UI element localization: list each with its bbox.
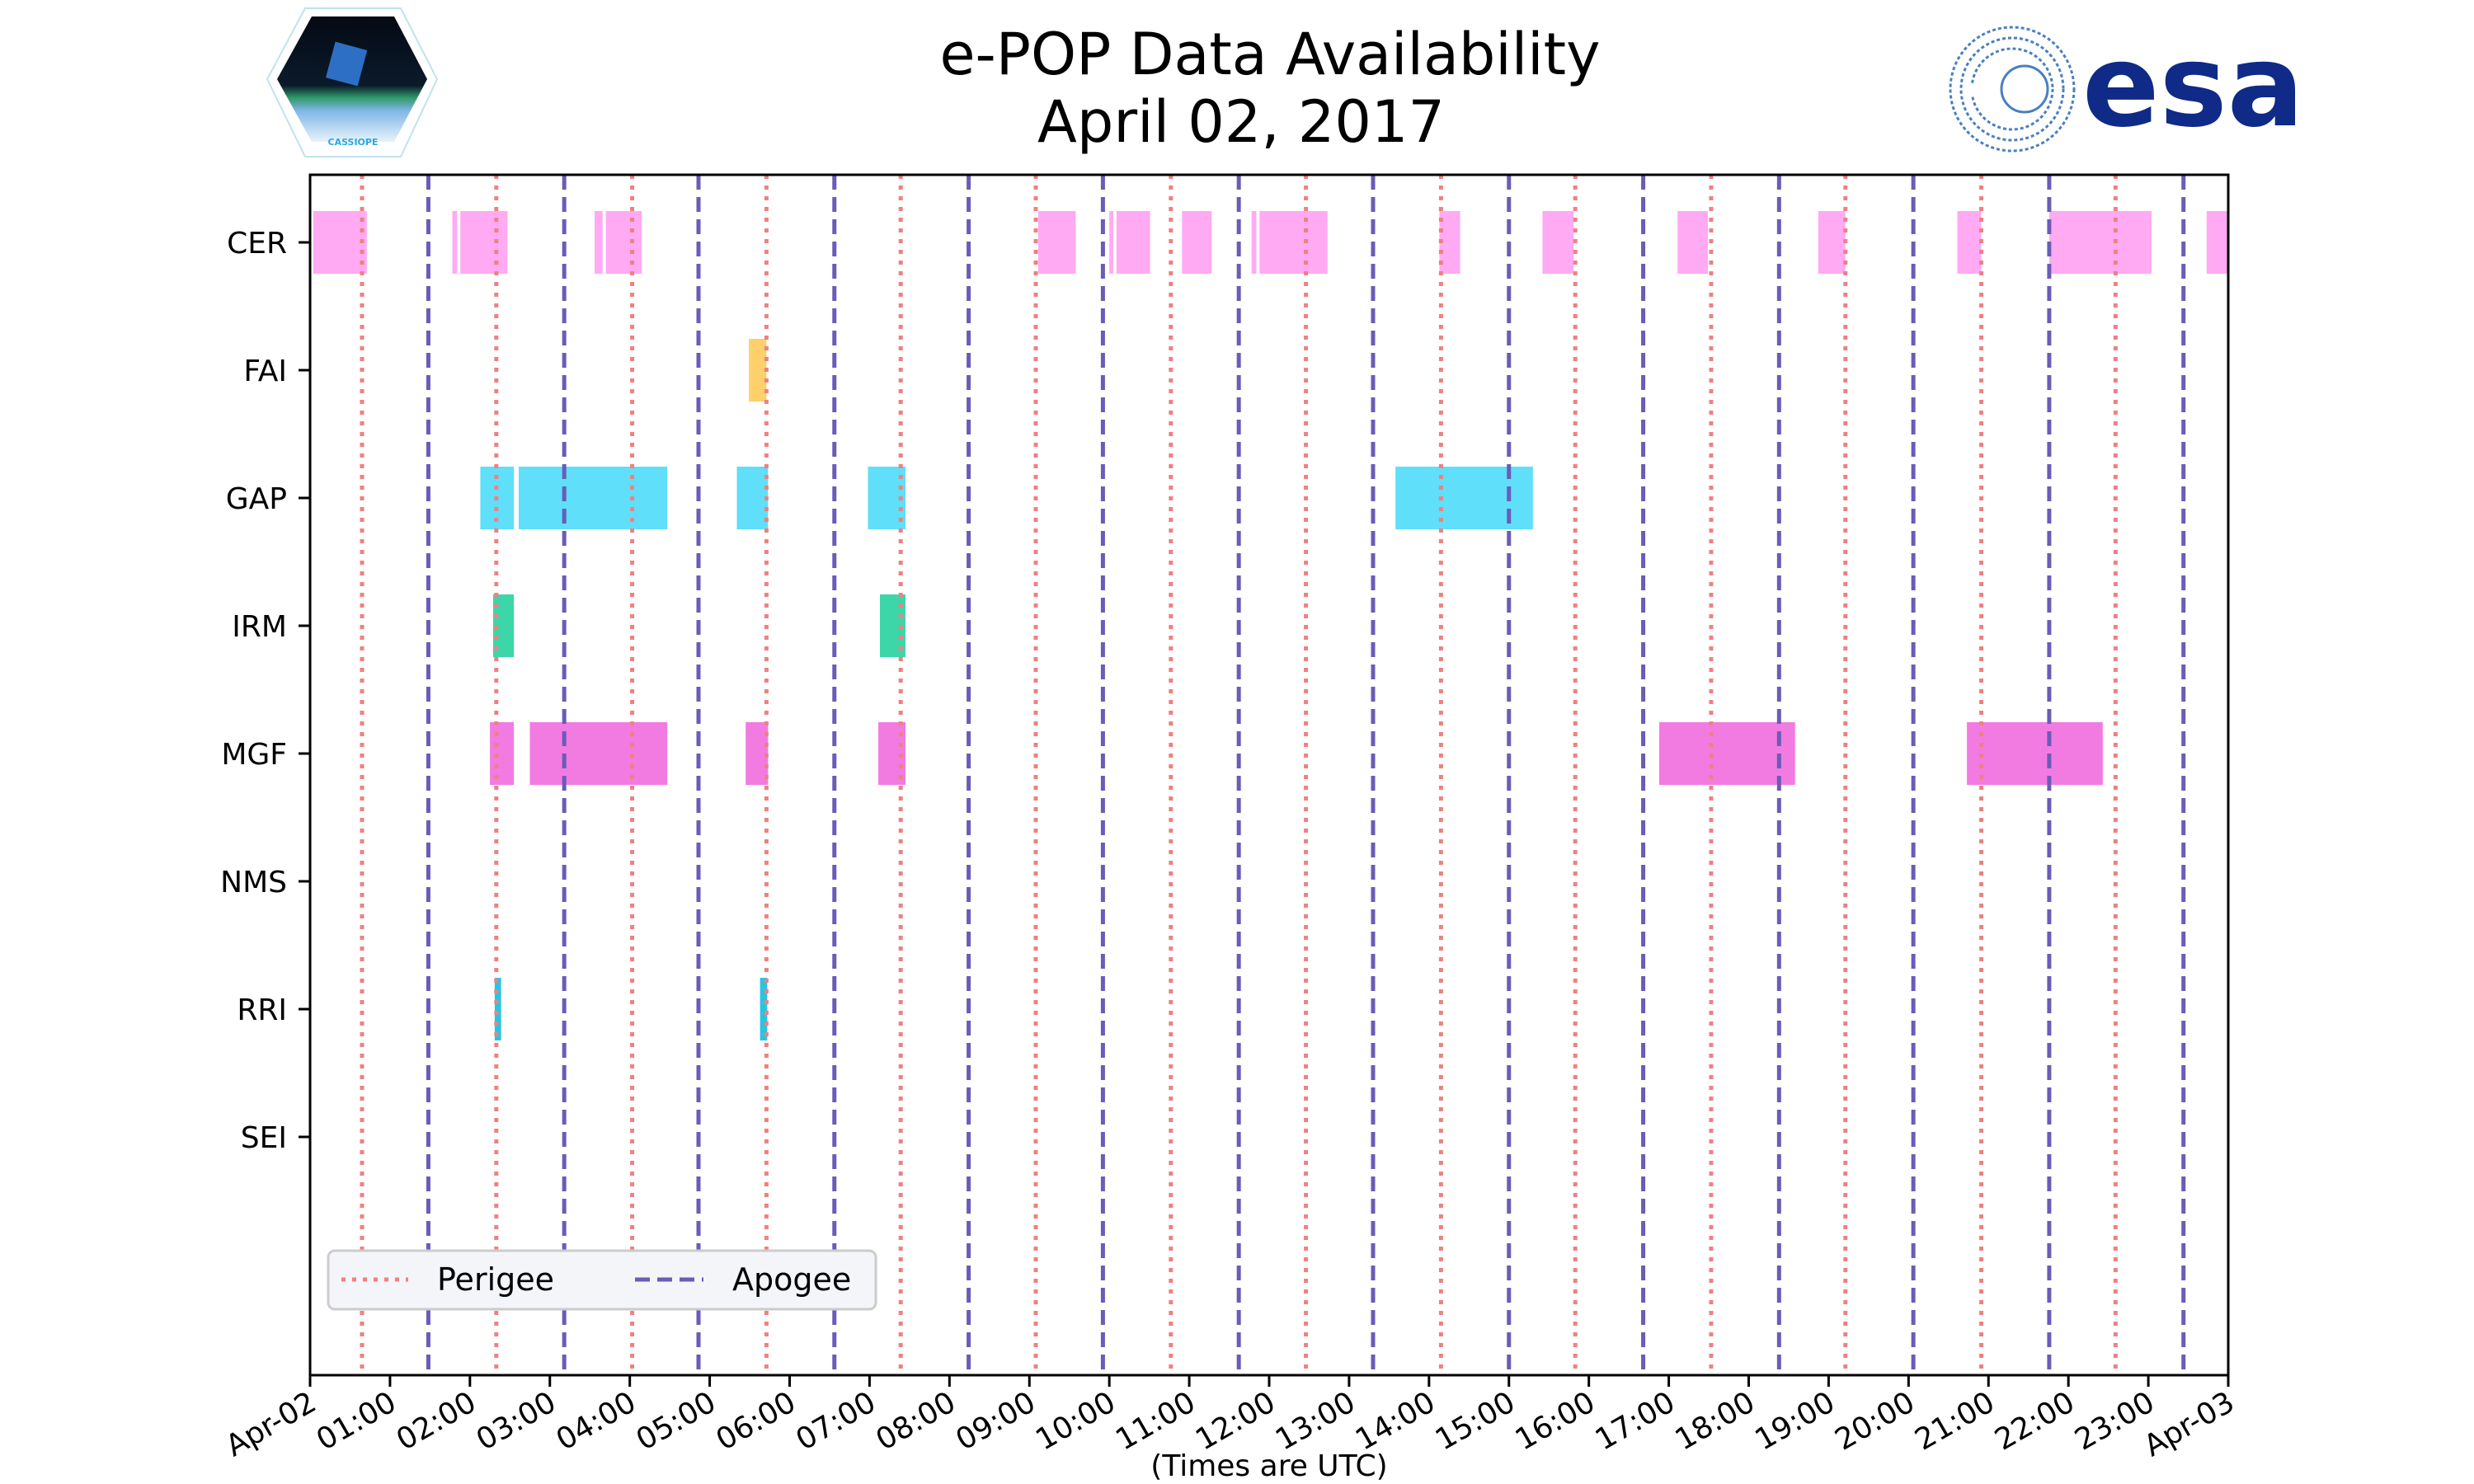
bar-cer bbox=[1259, 211, 1328, 274]
x-tick-label: 12:00 bbox=[1190, 1385, 1281, 1457]
x-tick-label: 07:00 bbox=[791, 1385, 882, 1457]
y-tick-label-nms: NMS bbox=[220, 866, 287, 899]
x-tick-label: Apr-03 bbox=[2138, 1385, 2240, 1463]
x-tick-label: 09:00 bbox=[950, 1385, 1041, 1457]
x-tick-label: 18:00 bbox=[1670, 1385, 1761, 1457]
y-tick-label-sei: SEI bbox=[241, 1121, 287, 1155]
x-tick-label: 19:00 bbox=[1750, 1385, 1841, 1457]
x-tick-label: 15:00 bbox=[1430, 1385, 1521, 1457]
x-tick-label: 10:00 bbox=[1030, 1385, 1121, 1457]
x-tick-label: 20:00 bbox=[1829, 1385, 1920, 1457]
bar-cer bbox=[1109, 211, 1114, 274]
chart-subtitle: April 02, 2017 bbox=[1037, 88, 1445, 156]
y-tick-label-mgf: MGF bbox=[221, 738, 287, 772]
legend-perigee-label: Perigee bbox=[437, 1261, 554, 1298]
y-tick-label-irm: IRM bbox=[232, 610, 287, 644]
bar-cer bbox=[605, 211, 642, 274]
x-tick-label: 06:00 bbox=[711, 1385, 802, 1457]
x-tick-label: 02:00 bbox=[391, 1385, 482, 1457]
bar-cer bbox=[2048, 211, 2152, 274]
bar-cer bbox=[1542, 211, 1574, 274]
y-tick-label-gap: GAP bbox=[226, 482, 287, 516]
bar-cer bbox=[595, 211, 603, 274]
x-tick-label: 08:00 bbox=[870, 1385, 961, 1457]
legend: Perigee Apogee bbox=[327, 1249, 877, 1311]
x-tick-label: 01:00 bbox=[311, 1385, 402, 1457]
bar-cer bbox=[1116, 211, 1150, 274]
x-tick-label: 05:00 bbox=[631, 1385, 722, 1457]
x-tick-label: 04:00 bbox=[551, 1385, 642, 1457]
bar-gap bbox=[1395, 467, 1533, 529]
bar-cer bbox=[313, 211, 367, 274]
bar-cer bbox=[2206, 211, 2228, 274]
bar-cer bbox=[1182, 211, 1212, 274]
bar-gap bbox=[736, 467, 769, 529]
x-tick-label: Apr-02 bbox=[220, 1385, 322, 1463]
x-tick-label: 11:00 bbox=[1110, 1385, 1201, 1457]
y-tick-label-rri: RRI bbox=[237, 993, 287, 1027]
svg-text:esa: esa bbox=[2082, 20, 2304, 153]
bar-mgf bbox=[529, 722, 668, 785]
y-tick-label-fai: FAI bbox=[243, 355, 287, 388]
bar-cer bbox=[1818, 211, 1846, 274]
legend-box bbox=[327, 1249, 877, 1311]
y-tick-label-cer: CER bbox=[227, 227, 287, 261]
bar-fai bbox=[749, 339, 767, 402]
x-tick-label: 22:00 bbox=[1989, 1385, 2080, 1457]
esa-logo: esa bbox=[1949, 20, 2304, 153]
bar-cer bbox=[1251, 211, 1257, 274]
legend-apogee-label: Apogee bbox=[732, 1261, 851, 1298]
bar-mgf bbox=[745, 722, 769, 785]
cassiope-logo: CASSIOPE bbox=[266, 7, 439, 157]
x-tick-label: 03:00 bbox=[471, 1385, 562, 1457]
bar-rri bbox=[494, 978, 501, 1040]
x-tick-label: 16:00 bbox=[1510, 1385, 1601, 1457]
plot-area bbox=[313, 175, 2228, 1375]
chart-title: e-POP Data Availability bbox=[939, 21, 1600, 88]
svg-text:CASSIOPE: CASSIOPE bbox=[328, 137, 379, 148]
x-tick-label: 17:00 bbox=[1590, 1385, 1681, 1457]
x-tick-label: 21:00 bbox=[1909, 1385, 2000, 1457]
bar-cer bbox=[1037, 211, 1076, 274]
bar-mgf bbox=[490, 722, 515, 785]
plot-clip-group bbox=[313, 175, 2228, 1375]
bar-cer bbox=[460, 211, 508, 274]
x-axis-label: (Times are UTC) bbox=[1150, 1449, 1387, 1483]
bar-cer bbox=[452, 211, 458, 274]
x-tick-label: 13:00 bbox=[1270, 1385, 1361, 1457]
bar-mgf bbox=[1967, 722, 2103, 785]
bar-cer bbox=[1957, 211, 1982, 274]
bar-gap bbox=[518, 467, 668, 529]
bar-cer bbox=[1677, 211, 1709, 274]
bar-mgf bbox=[1658, 722, 1795, 785]
bar-rri bbox=[760, 978, 768, 1040]
x-tick-label: 14:00 bbox=[1350, 1385, 1441, 1457]
